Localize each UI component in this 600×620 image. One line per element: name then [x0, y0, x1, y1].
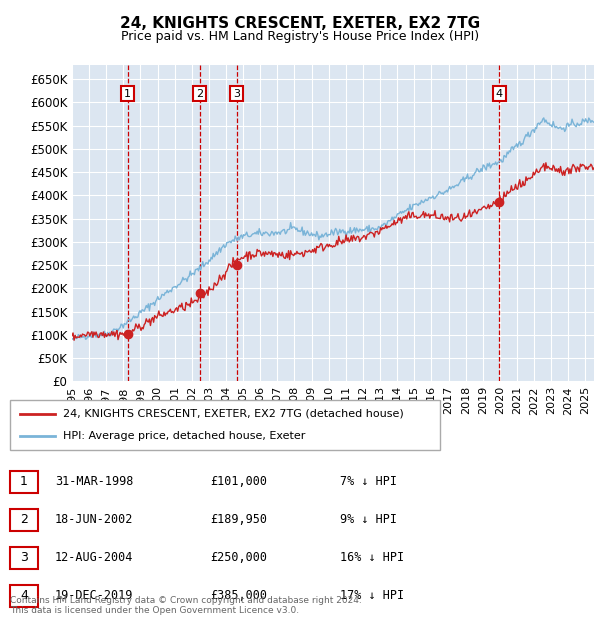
Text: 9% ↓ HPI: 9% ↓ HPI — [340, 513, 397, 526]
Text: HPI: Average price, detached house, Exeter: HPI: Average price, detached house, Exet… — [63, 431, 305, 441]
Text: 4: 4 — [496, 89, 503, 99]
Text: £385,000: £385,000 — [210, 590, 267, 603]
Bar — [10, 400, 440, 450]
Text: 2: 2 — [196, 89, 203, 99]
Text: 17% ↓ HPI: 17% ↓ HPI — [340, 590, 404, 603]
Text: £101,000: £101,000 — [210, 476, 267, 489]
Text: 2: 2 — [20, 513, 28, 526]
Text: 24, KNIGHTS CRESCENT, EXETER, EX2 7TG: 24, KNIGHTS CRESCENT, EXETER, EX2 7TG — [120, 16, 480, 30]
Bar — [10, 547, 38, 569]
Text: £189,950: £189,950 — [210, 513, 267, 526]
Text: 18-JUN-2002: 18-JUN-2002 — [55, 513, 133, 526]
Bar — [10, 585, 38, 607]
Text: 4: 4 — [20, 590, 28, 603]
Text: Price paid vs. HM Land Registry's House Price Index (HPI): Price paid vs. HM Land Registry's House … — [121, 30, 479, 43]
Text: 1: 1 — [124, 89, 131, 99]
Text: 7% ↓ HPI: 7% ↓ HPI — [340, 476, 397, 489]
Text: Contains HM Land Registry data © Crown copyright and database right 2024.
This d: Contains HM Land Registry data © Crown c… — [10, 596, 362, 615]
Text: 12-AUG-2004: 12-AUG-2004 — [55, 551, 133, 564]
Text: 19-DEC-2019: 19-DEC-2019 — [55, 590, 133, 603]
Text: 3: 3 — [233, 89, 240, 99]
Text: 31-MAR-1998: 31-MAR-1998 — [55, 476, 133, 489]
Text: 3: 3 — [20, 551, 28, 564]
Text: £250,000: £250,000 — [210, 551, 267, 564]
Text: 24, KNIGHTS CRESCENT, EXETER, EX2 7TG (detached house): 24, KNIGHTS CRESCENT, EXETER, EX2 7TG (d… — [63, 409, 404, 419]
Bar — [10, 471, 38, 493]
Text: 1: 1 — [20, 476, 28, 489]
Bar — [10, 509, 38, 531]
Text: 16% ↓ HPI: 16% ↓ HPI — [340, 551, 404, 564]
